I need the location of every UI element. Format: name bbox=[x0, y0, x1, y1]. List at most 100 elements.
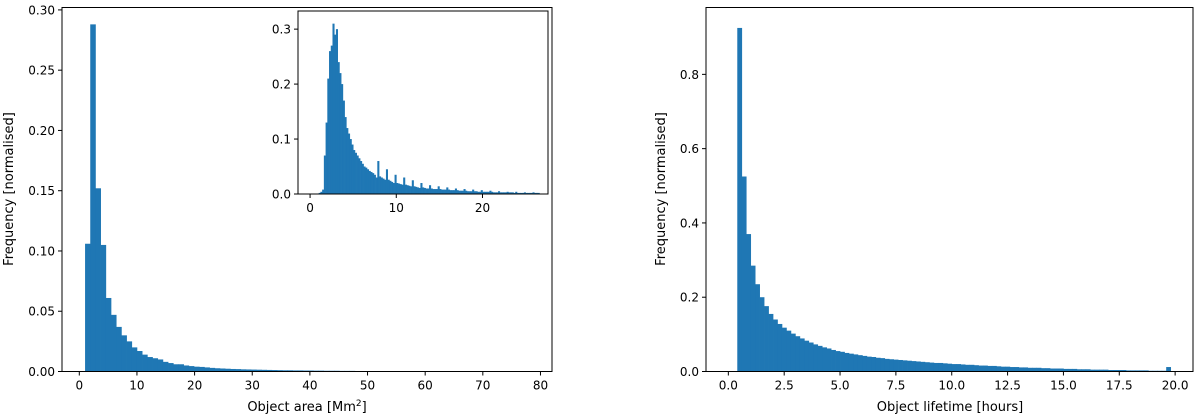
inset-bar bbox=[413, 186, 416, 194]
inset-bar bbox=[456, 190, 459, 194]
right-bar bbox=[853, 354, 859, 372]
inset-bar bbox=[373, 174, 376, 194]
inset-bar bbox=[439, 189, 442, 194]
inset-bar bbox=[325, 122, 328, 194]
right-bar bbox=[768, 313, 774, 372]
inset-bar bbox=[506, 191, 509, 194]
right-bar bbox=[781, 327, 787, 372]
inset-bar bbox=[499, 192, 502, 194]
left-x-tick-label: 70 bbox=[475, 379, 490, 393]
inset-bar bbox=[339, 73, 342, 194]
right-bar bbox=[1134, 370, 1140, 372]
right-bar bbox=[750, 265, 756, 372]
inset-bar bbox=[477, 191, 480, 194]
left-bar bbox=[111, 314, 117, 372]
right-bar bbox=[884, 358, 890, 372]
right-bar bbox=[956, 364, 962, 372]
inset-bar bbox=[375, 177, 378, 194]
inset-bar bbox=[427, 188, 430, 194]
inset-bar bbox=[492, 192, 495, 194]
inset-bar bbox=[482, 191, 485, 194]
inset-bar bbox=[322, 189, 325, 194]
right-bar bbox=[875, 357, 881, 372]
right-x-ticks: 0.0 2.5 5.0 7.5 10.0 12.5 15.0 17.5 20.0 bbox=[719, 371, 1188, 393]
left-bar bbox=[204, 367, 210, 372]
left-x-tick-label: 50 bbox=[360, 379, 375, 393]
right-y-tick-label: 0.2 bbox=[680, 291, 699, 305]
right-bar bbox=[1027, 367, 1033, 372]
right-bar bbox=[1139, 370, 1145, 372]
inset-bar bbox=[461, 190, 464, 194]
right-bar bbox=[808, 342, 814, 372]
left-x-tick-label: 40 bbox=[302, 379, 317, 393]
inset-bar bbox=[411, 180, 414, 194]
right-bar bbox=[746, 234, 752, 372]
inset-bar bbox=[351, 144, 354, 194]
right-bar bbox=[1121, 370, 1127, 372]
right-bar bbox=[1067, 368, 1073, 372]
inset-bar bbox=[370, 172, 373, 194]
right-bar bbox=[924, 362, 930, 372]
inset-bar bbox=[446, 187, 449, 194]
inset-bar bbox=[348, 133, 351, 194]
right-bar bbox=[969, 364, 975, 372]
inset-bar bbox=[487, 191, 490, 194]
inset-bar bbox=[515, 191, 518, 194]
right-bar bbox=[1014, 367, 1020, 372]
left-bar bbox=[235, 369, 242, 372]
inset-bar bbox=[429, 185, 432, 194]
right-bar bbox=[1076, 369, 1082, 372]
inset-bar bbox=[406, 185, 409, 194]
right-bar bbox=[813, 344, 819, 372]
inset-bar bbox=[332, 23, 335, 194]
inset-bar bbox=[410, 186, 413, 194]
right-bar bbox=[1036, 367, 1042, 372]
left-bar bbox=[157, 359, 164, 372]
right-bar bbox=[1054, 368, 1060, 372]
left-bar bbox=[230, 368, 236, 372]
inset-bar bbox=[363, 166, 366, 194]
left-x-ticks: 0 10 20 30 40 50 60 70 80 bbox=[75, 371, 548, 393]
inset-bar bbox=[451, 190, 454, 194]
right-bar bbox=[871, 357, 877, 372]
right-bar bbox=[1103, 369, 1109, 372]
left-y-tick-label: 0.30 bbox=[28, 3, 55, 17]
inset-bar bbox=[430, 188, 433, 194]
inset-bar bbox=[516, 192, 520, 194]
inset-bar bbox=[379, 176, 382, 194]
inset-bar bbox=[465, 190, 468, 194]
right-histogram: 0.0 2.5 5.0 7.5 10.0 12.5 15.0 17.5 20.0 0.00.20… bbox=[654, 7, 1194, 415]
right-bar bbox=[777, 323, 783, 372]
right-bar bbox=[1041, 368, 1046, 372]
inset-bar bbox=[454, 188, 457, 194]
right-bar bbox=[840, 351, 845, 372]
left-bar bbox=[188, 366, 195, 372]
left-bar bbox=[121, 335, 127, 372]
right-bar bbox=[911, 361, 917, 372]
inset-bar bbox=[387, 179, 390, 194]
left-bar bbox=[90, 24, 96, 372]
right-bar bbox=[1117, 370, 1122, 372]
left-bar bbox=[136, 351, 143, 372]
left-y-tick-label: 0.05 bbox=[28, 305, 55, 319]
right-y-axis-label: Frequency [normalised] bbox=[654, 112, 669, 266]
right-x-tick-label: 15.0 bbox=[1050, 379, 1077, 393]
inset-bar bbox=[420, 183, 423, 194]
left-y-tick-label: 0.10 bbox=[28, 244, 55, 258]
left-bar bbox=[214, 368, 221, 372]
inset-x-ticks: 0 10 20 bbox=[306, 194, 490, 215]
left-bar bbox=[105, 297, 112, 372]
inset-bar bbox=[448, 189, 451, 194]
inset-bar bbox=[489, 190, 492, 194]
left-y-axis-label: Frequency [normalised] bbox=[2, 112, 17, 266]
left-bar bbox=[152, 358, 159, 372]
inset-bar bbox=[468, 191, 471, 194]
inset-bar bbox=[460, 190, 463, 194]
right-bar bbox=[920, 361, 926, 372]
right-bar bbox=[857, 355, 863, 372]
inset-bar bbox=[418, 187, 421, 194]
right-bar bbox=[1045, 368, 1051, 372]
inset-bar bbox=[334, 34, 337, 194]
right-bar bbox=[965, 364, 970, 372]
